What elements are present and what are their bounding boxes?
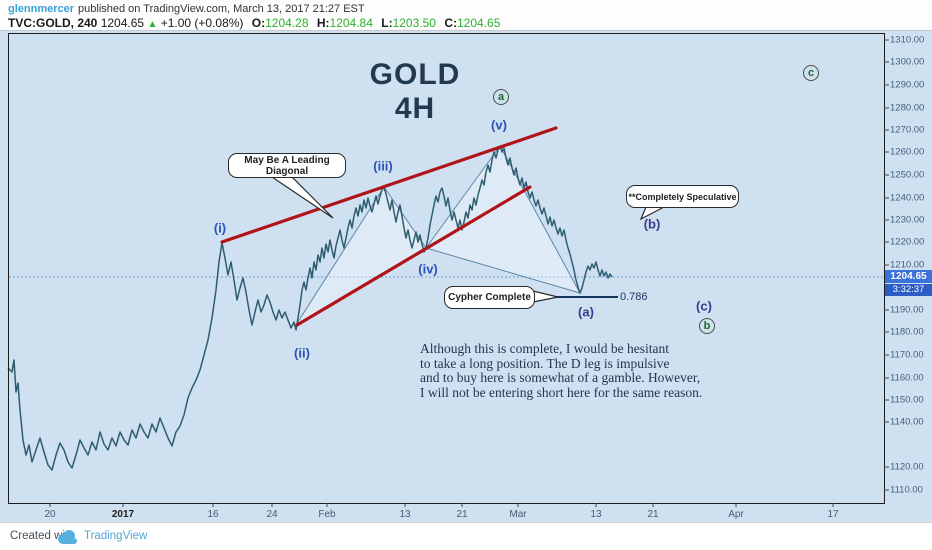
chart-title-timeframe: 4H bbox=[394, 92, 436, 125]
wave-label-c: (c) bbox=[696, 298, 712, 314]
wave-label-i: (i) bbox=[213, 220, 227, 236]
symbol-quote-row: TVC:GOLD, 240 1204.65 ▲ +1.00 (+0.08%) O… bbox=[8, 16, 500, 30]
author-link[interactable]: glennmercer bbox=[8, 3, 75, 15]
price-axis-label: 1270.00 bbox=[890, 124, 925, 136]
time-axis-label: Feb bbox=[318, 509, 336, 520]
price-axis-label: 1140.00 bbox=[890, 416, 924, 428]
callout-leading-diagonal[interactable]: May Be A Leading Diagonal bbox=[228, 153, 346, 178]
change-value: +1.00 (+0.08%) bbox=[160, 16, 244, 30]
analyst-note: Although this is complete, I would be he… bbox=[420, 341, 710, 400]
time-axis-label: 13 bbox=[590, 509, 602, 520]
note-line: Although this is complete, I would be he… bbox=[420, 341, 669, 356]
price-axis-label: 1150.00 bbox=[890, 394, 924, 406]
wave-label-iii: (iii) bbox=[373, 158, 393, 174]
publish-text: published on TradingView.com, March 13, … bbox=[78, 3, 365, 15]
circled-label-c: c bbox=[803, 65, 819, 81]
time-axis-label: 20 bbox=[44, 509, 56, 520]
price-axis-label: 1230.00 bbox=[890, 214, 925, 226]
price-axis-label: 1300.00 bbox=[890, 56, 925, 68]
callout-cypher-complete-text: Cypher Complete bbox=[448, 292, 531, 303]
price-axis-label: 1210.00 bbox=[890, 259, 925, 271]
time-axis-label: 16 bbox=[207, 509, 219, 520]
time-axis-label: 2017 bbox=[111, 509, 135, 520]
price-axis-label: 1260.00 bbox=[890, 146, 925, 158]
time-axis-label: 21 bbox=[647, 509, 659, 520]
last-price: 1204.65 bbox=[100, 16, 145, 30]
time-axis-label: Apr bbox=[728, 509, 744, 520]
close-label: C: bbox=[444, 16, 457, 30]
low-label: L: bbox=[381, 16, 393, 30]
callout-cypher-complete[interactable]: Cypher Complete bbox=[444, 286, 535, 309]
time-axis-label: 13 bbox=[399, 509, 411, 520]
current-price-tag: 1204.65 bbox=[885, 270, 932, 283]
wave-label-ii: (ii) bbox=[294, 345, 310, 361]
open-label: O: bbox=[251, 16, 266, 30]
circled-label-b: b bbox=[699, 318, 715, 334]
publish-info: glennmercer published on TradingView.com,… bbox=[8, 3, 365, 15]
callout-leading-diagonal-text: May Be A Leading Diagonal bbox=[244, 154, 330, 177]
wave-label-b: (b) bbox=[643, 216, 661, 232]
time-axis-label: 24 bbox=[266, 509, 278, 520]
price-axis-label: 1160.00 bbox=[890, 372, 924, 384]
price-axis-label: 1240.00 bbox=[890, 192, 925, 204]
time-axis-label: Mar bbox=[509, 509, 527, 520]
wave-label-v: (v) bbox=[491, 117, 507, 133]
footer-bar: Created with TradingView bbox=[0, 522, 932, 550]
symbol-name[interactable]: TVC:GOLD, 240 bbox=[8, 16, 98, 30]
chart-title: GOLD 4H bbox=[340, 58, 490, 126]
high-label: H: bbox=[316, 16, 330, 30]
note-line: to take a long position. The D leg is im… bbox=[420, 355, 670, 371]
note-line: and to buy here is somewhat of a gamble.… bbox=[420, 370, 701, 385]
circled-label-a: a bbox=[493, 89, 509, 105]
price-axis-label: 1190.00 bbox=[890, 304, 924, 316]
callout-completely-speculative[interactable]: **Completely Speculative bbox=[626, 185, 739, 208]
tradingview-brand-link[interactable]: TradingView bbox=[84, 530, 148, 542]
price-axis-label: 1280.00 bbox=[890, 102, 925, 114]
header-bar: glennmercer published on TradingView.com,… bbox=[0, 0, 932, 31]
price-axis-label: 1310.00 bbox=[890, 34, 925, 46]
price-axis-label: 1250.00 bbox=[890, 169, 925, 181]
price-axis-label: 1180.00 bbox=[890, 326, 924, 338]
up-arrow-icon: ▲ bbox=[147, 19, 158, 30]
time-axis-label: 21 bbox=[456, 509, 468, 520]
price-axis-label: 1120.00 bbox=[890, 461, 924, 473]
low-value: 1203.50 bbox=[392, 16, 436, 30]
open-value: 1204.28 bbox=[265, 16, 309, 30]
close-value: 1204.65 bbox=[456, 16, 501, 30]
price-axis-label: 1220.00 bbox=[890, 236, 925, 248]
high-value: 1204.84 bbox=[329, 16, 373, 30]
wave-label-a: (a) bbox=[578, 304, 594, 320]
tradingview-logo-icon[interactable] bbox=[58, 529, 80, 544]
bar-countdown: 3:32:37 bbox=[885, 284, 932, 296]
price-axis-label: 1290.00 bbox=[890, 79, 925, 91]
chart-title-symbol: GOLD bbox=[369, 58, 461, 91]
price-axis-label: 1110.00 bbox=[890, 484, 923, 496]
callout-completely-speculative-text: **Completely Speculative bbox=[628, 191, 737, 202]
note-line: I will not be entering short here for th… bbox=[420, 384, 703, 400]
wave-label-iv: (iv) bbox=[418, 261, 438, 277]
time-axis-label: 17 bbox=[827, 509, 839, 520]
fib-level-label: 0.786 bbox=[620, 291, 648, 303]
price-axis-label: 1170.00 bbox=[890, 349, 924, 361]
